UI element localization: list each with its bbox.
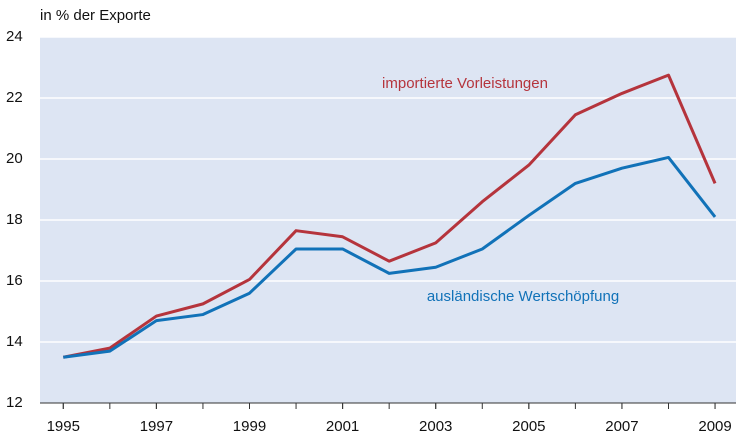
y-tick-label: 14 bbox=[6, 333, 23, 350]
chart-subtitle: in % der Exporte bbox=[40, 7, 151, 24]
y-tick-label: 18 bbox=[6, 211, 23, 228]
series-line bbox=[62, 73, 717, 359]
x-tick-label: 2009 bbox=[698, 418, 731, 435]
y-tick-label: 24 bbox=[6, 28, 23, 45]
x-tick-label: 1997 bbox=[140, 418, 173, 435]
y-tick-label: 20 bbox=[6, 150, 23, 167]
y-tick-label: 16 bbox=[6, 272, 23, 289]
y-tick-label: 22 bbox=[6, 89, 23, 106]
x-tick-label: 2003 bbox=[419, 418, 452, 435]
series-label: importierte Vorleistungen bbox=[382, 75, 548, 92]
series-label: ausländische Wertschöpfung bbox=[427, 288, 619, 305]
x-tick-label: 2007 bbox=[605, 418, 638, 435]
y-tick-label: 12 bbox=[6, 394, 23, 411]
x-tick-label: 1995 bbox=[47, 418, 80, 435]
series-line bbox=[63, 155, 717, 359]
x-tick-label: 1999 bbox=[233, 418, 266, 435]
x-tick-label: 2005 bbox=[512, 418, 545, 435]
x-tick-label: 2001 bbox=[326, 418, 359, 435]
